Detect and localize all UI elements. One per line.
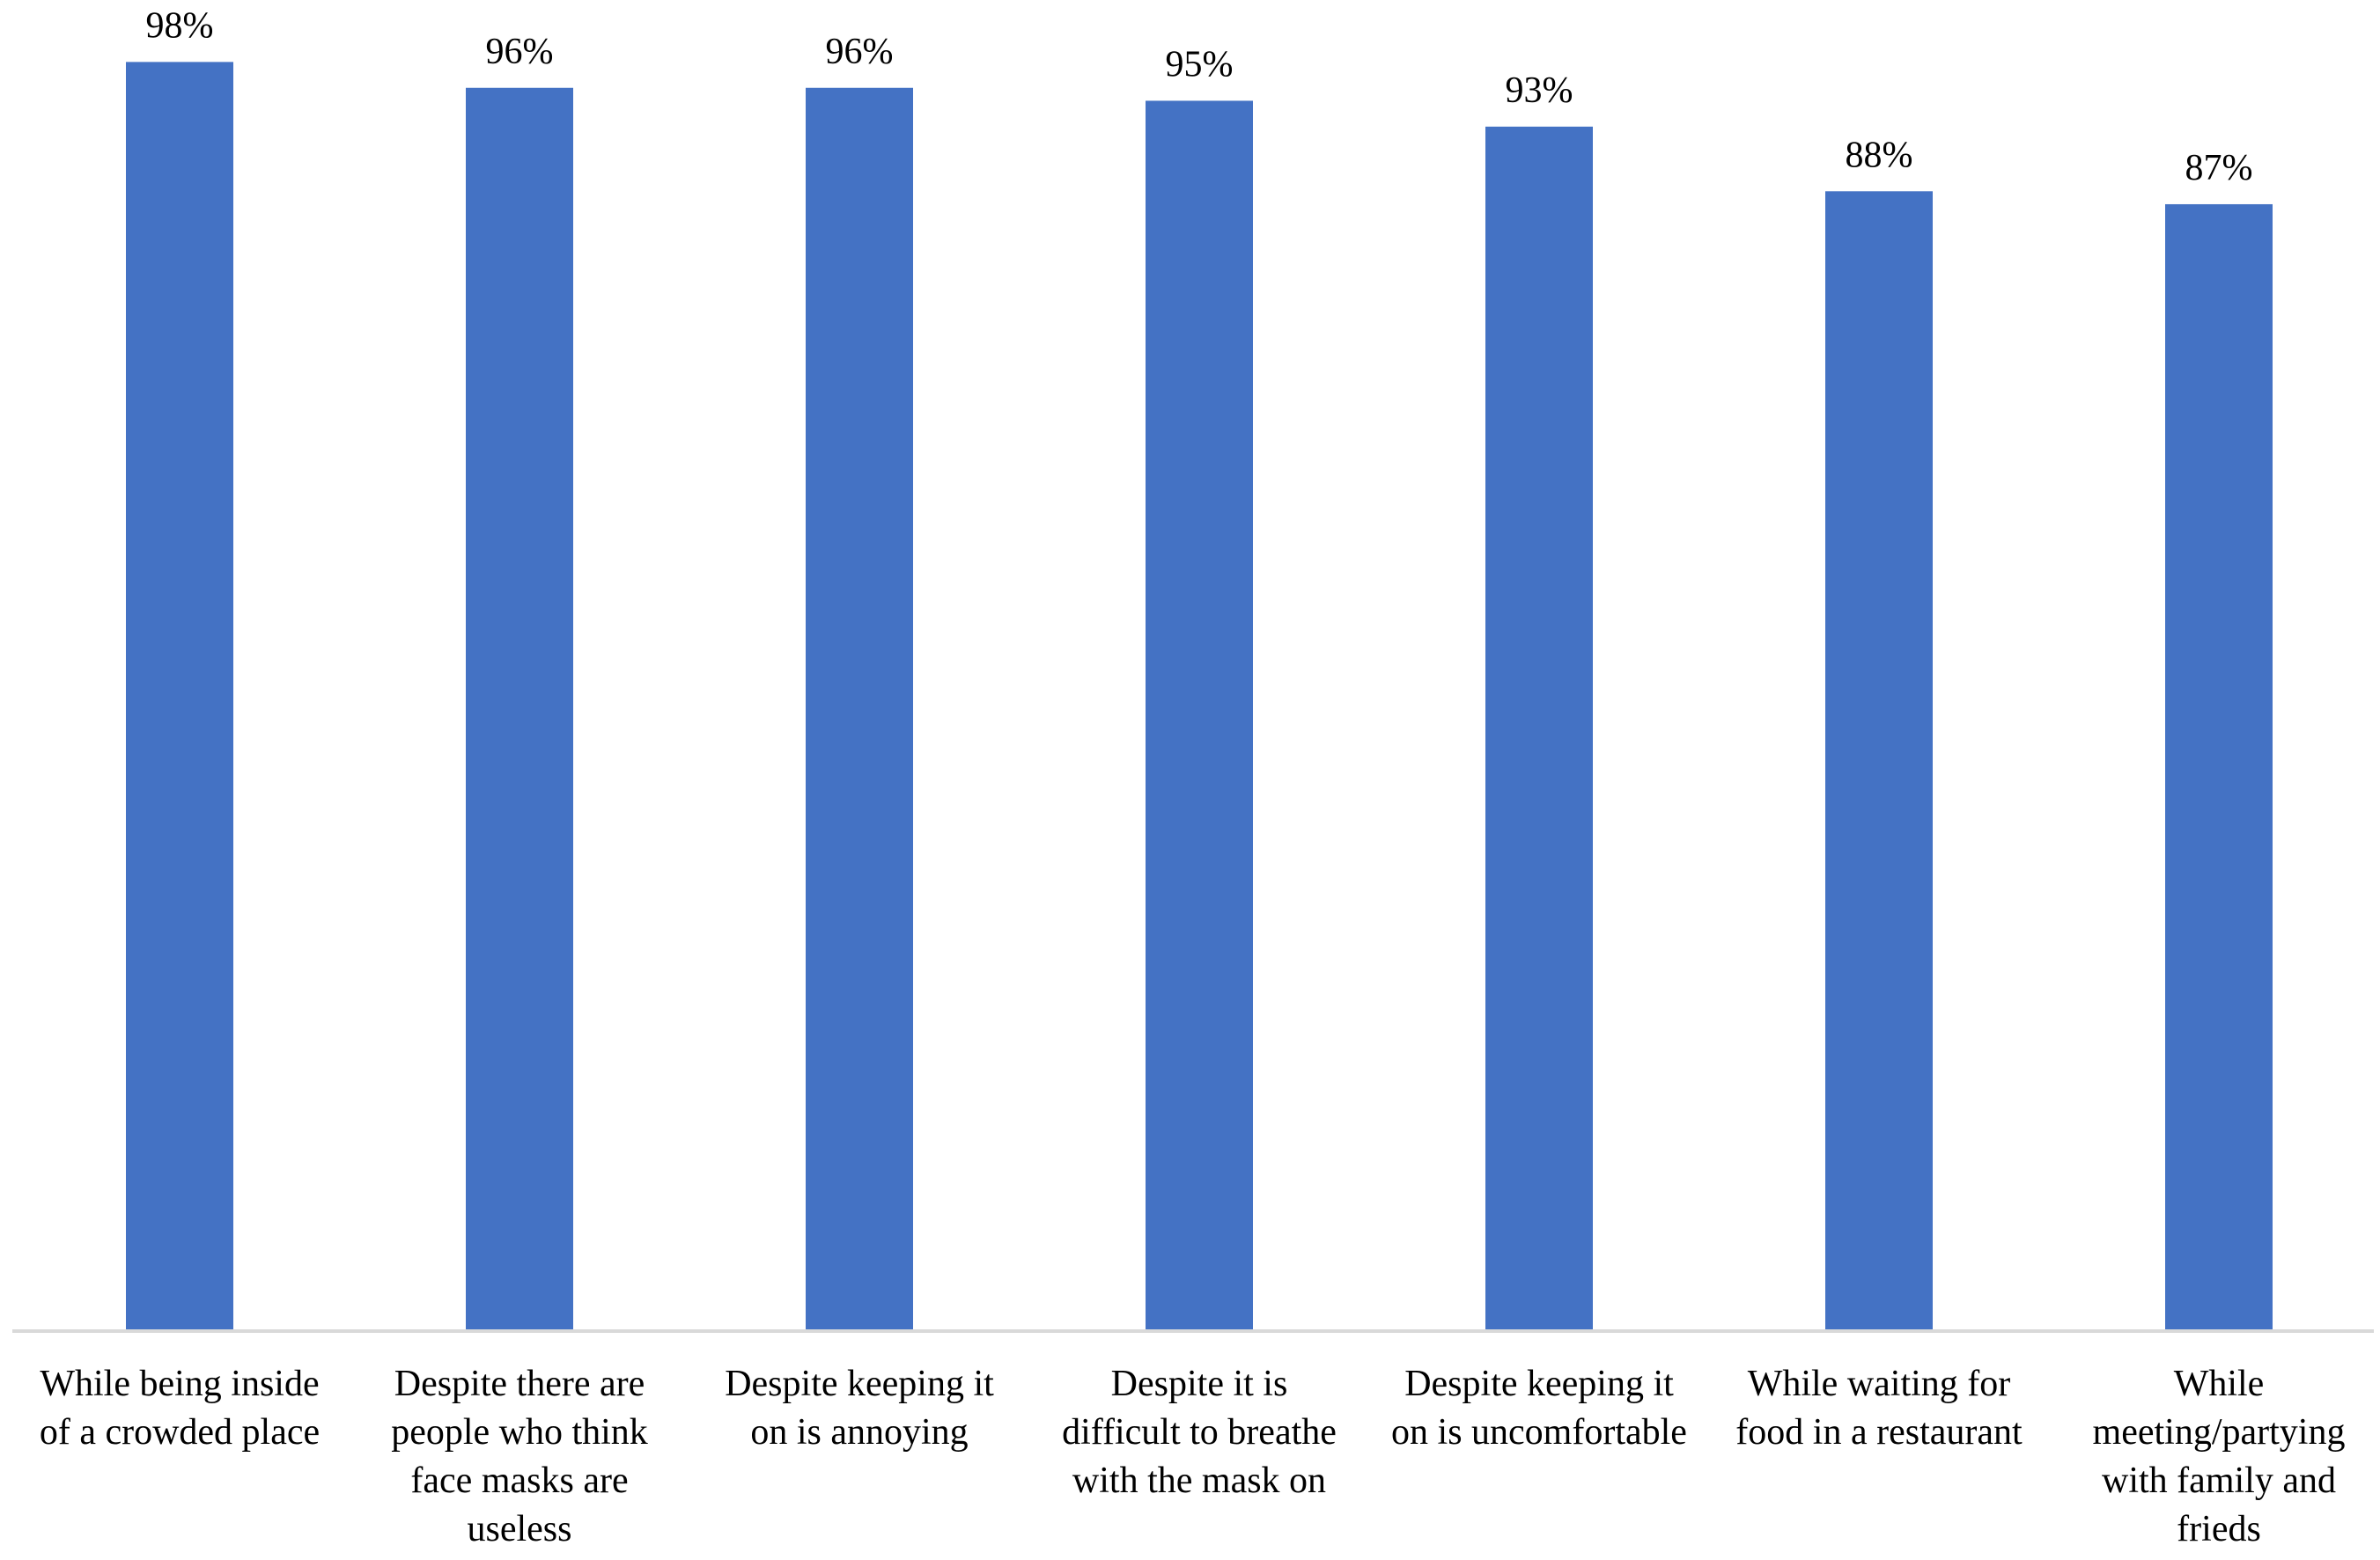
x-tick-label-line: with family and xyxy=(2102,1461,2336,1501)
x-tick-label-2: Despite keeping it on is annoying xyxy=(725,1364,994,1453)
bar-2 xyxy=(806,87,913,1329)
x-tick-label-line: While being inside xyxy=(40,1364,319,1404)
x-tick-label-line: While xyxy=(2174,1364,2265,1404)
x-tick-label-line: Despite there are xyxy=(394,1364,645,1404)
bar-4 xyxy=(1485,126,1593,1330)
bar-1 xyxy=(466,87,573,1329)
x-tick-label-line: useless xyxy=(468,1509,572,1549)
data-label-3: 95% xyxy=(1166,44,1234,85)
data-label-0: 98% xyxy=(146,5,214,46)
x-tick-label-4: Despite keeping it on is uncomfortable xyxy=(1391,1364,1687,1453)
x-tick-label-line: of a crowded place xyxy=(40,1412,320,1453)
data-label-5: 88% xyxy=(1846,135,1913,175)
x-tick-label-line: Despite keeping it xyxy=(1404,1364,1674,1404)
x-tick-label-line: While waiting for xyxy=(1748,1364,2011,1404)
data-label-4: 93% xyxy=(1506,70,1573,111)
data-label-6: 87% xyxy=(2185,148,2253,188)
x-tick-label-line: meeting/partying xyxy=(2093,1412,2346,1453)
data-label-2: 96% xyxy=(826,32,894,72)
x-tick-label-line: with the mask on xyxy=(1072,1461,1326,1501)
category-labels-layer: While being inside of a crowded place Desp… xyxy=(40,1364,2346,1549)
x-tick-label-6: While meeting/partying with family and frie… xyxy=(2093,1364,2346,1549)
x-tick-label-0: While being inside of a crowded place xyxy=(40,1364,320,1453)
x-tick-label-line: on is annoying xyxy=(750,1412,968,1453)
data-label-1: 96% xyxy=(486,32,554,72)
x-tick-label-3: Despite it is difficult to breathe with th… xyxy=(1062,1364,1337,1501)
x-tick-label-line: frieds xyxy=(2177,1509,2261,1549)
x-tick-label-line: face masks are xyxy=(410,1461,628,1501)
value-labels-layer: 98% 96% 96% 95% 93% 88% 87% xyxy=(146,5,2253,188)
x-tick-label-line: people who think xyxy=(391,1412,648,1453)
x-tick-label-line: difficult to breathe xyxy=(1062,1412,1337,1453)
bar-6 xyxy=(2165,203,2273,1330)
x-tick-label-1: Despite there are people who think face ma… xyxy=(391,1364,648,1549)
x-tick-label-line: Despite keeping it xyxy=(725,1364,994,1404)
bar-0 xyxy=(126,62,233,1329)
bar-3 xyxy=(1146,100,1253,1330)
x-tick-label-5: While waiting for food in a restaurant xyxy=(1735,1364,2023,1453)
bar-5 xyxy=(1825,191,1933,1329)
bars-layer xyxy=(126,62,2273,1330)
x-tick-label-line: on is uncomfortable xyxy=(1391,1412,1687,1453)
x-tick-label-line: food in a restaurant xyxy=(1735,1412,2023,1453)
x-tick-label-line: Despite it is xyxy=(1111,1364,1288,1404)
